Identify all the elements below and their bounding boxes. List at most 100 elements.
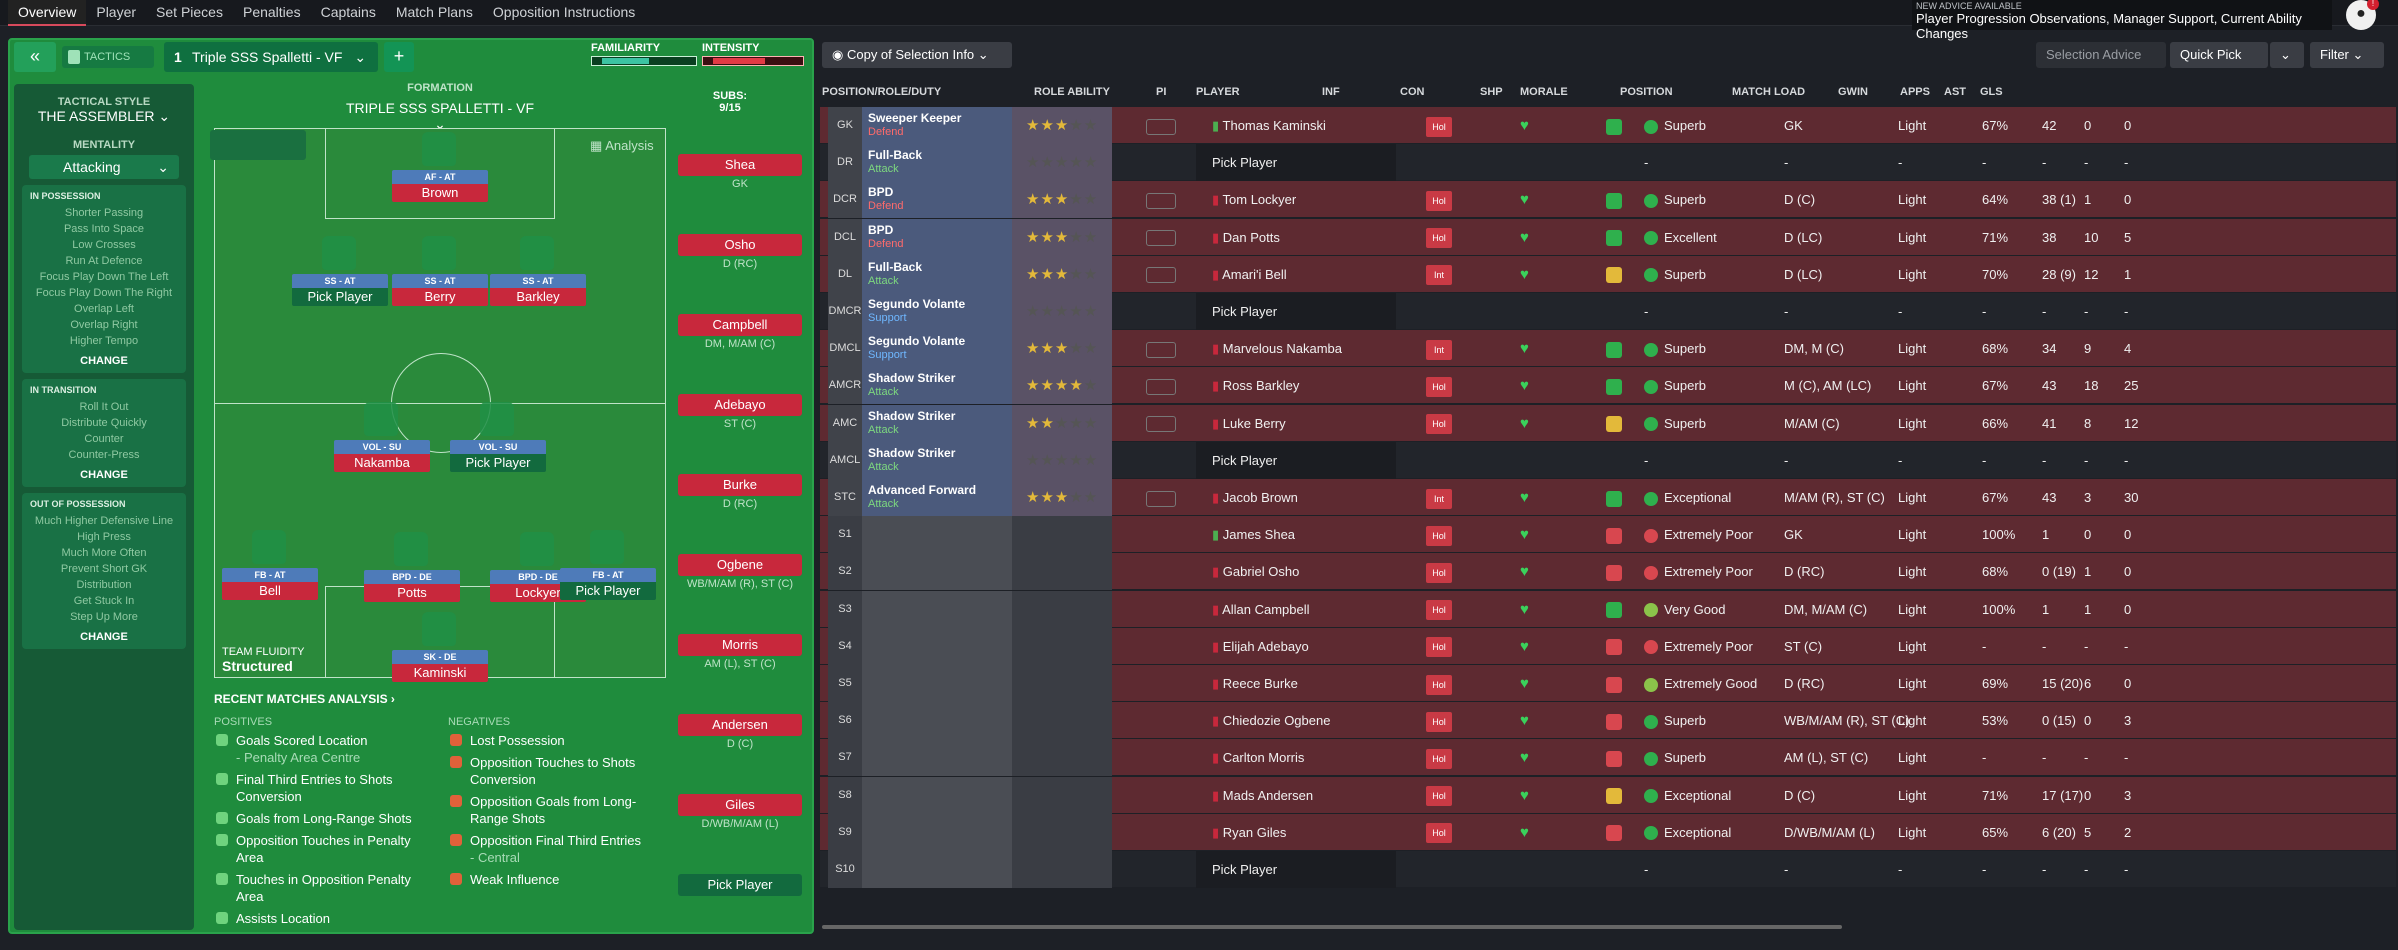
role-duty-selector[interactable]: Advanced Forward Attack bbox=[862, 479, 1012, 516]
sub-player[interactable]: Andersen D (C) bbox=[678, 714, 802, 750]
player-selector[interactable]: ▮ Gabriel Osho bbox=[1196, 553, 1396, 590]
table-row[interactable]: GK Sweeper Keeper Defend ★★★★★ ▮ Thomas Kami… bbox=[820, 107, 2396, 144]
role-duty-selector[interactable]: BPD Defend bbox=[862, 181, 1012, 219]
table-row[interactable]: STC Advanced Forward Attack ★★★★★ ▮ Jacob Br… bbox=[820, 479, 2396, 516]
pitch-view-toggle[interactable] bbox=[210, 130, 306, 160]
tab-player[interactable]: Player bbox=[96, 4, 137, 20]
sub-player[interactable]: Giles D/WB/M/AM (L) bbox=[678, 794, 802, 830]
role-duty-selector[interactable]: BPD Defend bbox=[862, 218, 1012, 256]
role-duty-selector[interactable]: Shadow Striker Attack bbox=[862, 441, 1012, 479]
tab-opposition-instructions[interactable]: Opposition Instructions bbox=[492, 4, 636, 20]
tactic-selector[interactable]: 1 Triple SSS Spalletti - VF ⌄ bbox=[164, 42, 378, 72]
table-row[interactable]: S2 ▮ Gabriel Osho Hol ♥ Extremely Poor D (RC)… bbox=[820, 553, 2396, 591]
pitch-player-slot[interactable]: SK - DE Kaminski bbox=[392, 650, 488, 684]
change-oop-button[interactable]: CHANGE bbox=[80, 631, 128, 643]
familiarity-meter[interactable]: FAMILIARITY bbox=[591, 42, 697, 66]
table-row[interactable]: DL Full-Back Attack ★★★★★ ▮ Amari'i Bell Int ♥… bbox=[820, 255, 2396, 293]
table-row[interactable]: DMCL Segundo Volante Support ★★★★★ ▮ Marvelo… bbox=[820, 330, 2396, 368]
player-selector[interactable]: ▮ Allan Campbell bbox=[1196, 591, 1396, 628]
player-selector[interactable]: ▮ Luke Berry bbox=[1196, 405, 1396, 442]
table-row[interactable]: DMCR Segundo Volante Support ★★★★★ Pick Play… bbox=[820, 293, 2396, 330]
table-row[interactable]: DCR BPD Defend ★★★★★ ▮ Tom Lockyer Hol ♥ Superb… bbox=[820, 181, 2396, 219]
pitch-player-slot[interactable]: FB - AT Bell bbox=[222, 568, 318, 602]
role-duty-selector[interactable]: Segundo Volante Support bbox=[862, 293, 1012, 330]
player-selector[interactable]: ▮ Chiedozie Ogbene bbox=[1196, 702, 1396, 739]
column-header[interactable]: CON bbox=[1400, 86, 1425, 98]
player-selector[interactable]: ▮ Thomas Kaminski bbox=[1196, 107, 1396, 144]
filter-button[interactable]: Filter ⌄ bbox=[2310, 42, 2384, 68]
pitch-player-slot[interactable]: AF - AT Brown bbox=[392, 170, 488, 204]
pitch-player-slot[interactable]: SS - AT Berry bbox=[392, 274, 488, 308]
column-header[interactable]: ROLE ABILITY bbox=[1034, 86, 1110, 98]
player-selector[interactable]: ▮ Amari'i Bell bbox=[1196, 256, 1396, 293]
role-duty-selector[interactable]: Full-Back Attack bbox=[862, 144, 1012, 182]
player-selector[interactable]: ▮ Ross Barkley bbox=[1196, 367, 1396, 404]
player-instructions-cell[interactable] bbox=[1146, 219, 1176, 256]
player-selector[interactable]: ▮ Mads Andersen bbox=[1196, 777, 1396, 814]
pitch-player-slot[interactable]: FB - AT Pick Player bbox=[560, 568, 656, 602]
column-header[interactable]: APPS bbox=[1900, 86, 1930, 98]
sub-player[interactable]: Shea GK bbox=[678, 154, 802, 190]
tab-captains[interactable]: Captains bbox=[320, 4, 376, 20]
tactics-button[interactable]: TACTICS bbox=[62, 46, 154, 68]
column-header[interactable]: POSITION bbox=[1620, 86, 1673, 98]
tab-match-plans[interactable]: Match Plans bbox=[395, 4, 473, 20]
table-row[interactable]: S5 ▮ Reece Burke Hol ♥ Extremely Good D (RC) L… bbox=[820, 665, 2396, 702]
manager-avatar[interactable]: ●! bbox=[2346, 0, 2379, 30]
column-header[interactable]: MATCH LOAD bbox=[1732, 86, 1806, 98]
table-row[interactable]: S3 ▮ Allan Campbell Hol ♥ Very Good DM, M/AM … bbox=[820, 590, 2396, 628]
player-selector[interactable]: ▮ Tom Lockyer bbox=[1196, 181, 1396, 218]
column-header[interactable]: AST bbox=[1944, 86, 1966, 98]
role-duty-selector[interactable]: Shadow Striker Attack bbox=[862, 404, 1012, 442]
player-instructions-cell[interactable] bbox=[1146, 330, 1176, 367]
player-selector[interactable]: Pick Player bbox=[1196, 851, 1396, 888]
sub-player[interactable]: Campbell DM, M/AM (C) bbox=[678, 314, 802, 350]
player-selector[interactable]: ▮ Carlton Morris bbox=[1196, 739, 1396, 776]
pitch-player-slot[interactable]: SS - AT Barkley bbox=[490, 274, 586, 308]
recent-matches-analysis-link[interactable]: RECENT MATCHES ANALYSIS › bbox=[214, 692, 395, 706]
player-selector[interactable]: ▮ Reece Burke bbox=[1196, 665, 1396, 702]
selection-advice-button[interactable]: Selection Advice bbox=[2036, 42, 2166, 68]
sub-player[interactable]: Adebayo ST (C) bbox=[678, 394, 802, 430]
table-row[interactable]: S10 Pick Player - - - - - - - bbox=[820, 851, 2396, 888]
column-header[interactable]: SHP bbox=[1480, 86, 1503, 98]
column-header[interactable]: INF bbox=[1322, 86, 1340, 98]
tab-penalties[interactable]: Penalties bbox=[242, 4, 301, 20]
player-selector[interactable]: ▮ Elijah Adebayo bbox=[1196, 628, 1396, 665]
intensity-meter[interactable]: INTENSITY bbox=[702, 42, 804, 66]
horizontal-scrollbar[interactable] bbox=[822, 925, 1842, 929]
column-header[interactable]: GWIN bbox=[1838, 86, 1868, 98]
player-selector[interactable]: Pick Player bbox=[1196, 293, 1396, 330]
player-selector[interactable]: ▮ Jacob Brown bbox=[1196, 479, 1396, 516]
role-duty-selector[interactable]: Shadow Striker Attack bbox=[862, 367, 1012, 405]
pitch-player-slot[interactable]: VOL - SU Pick Player bbox=[450, 440, 546, 474]
pitch-player-slot[interactable]: VOL - SU Nakamba bbox=[334, 440, 430, 474]
player-selector[interactable]: Pick Player bbox=[1196, 144, 1396, 182]
table-row[interactable]: S1 ▮ James Shea Hol ♥ Extremely Poor GK Light 1… bbox=[820, 516, 2396, 554]
column-header[interactable]: PLAYER bbox=[1196, 86, 1240, 98]
change-transition-button[interactable]: CHANGE bbox=[80, 469, 128, 481]
change-possession-button[interactable]: CHANGE bbox=[80, 355, 128, 367]
mentality-select[interactable]: Attacking ⌄ bbox=[29, 155, 179, 179]
pitch-player-slot[interactable]: SS - AT Pick Player bbox=[292, 274, 388, 308]
player-instructions-cell[interactable] bbox=[1146, 405, 1176, 442]
column-header[interactable]: GLS bbox=[1980, 86, 2003, 98]
table-row[interactable]: AMC Shadow Striker Attack ★★★★★ ▮ Luke Berry… bbox=[820, 404, 2396, 442]
sub-player[interactable]: Ogbene WB/M/AM (R), ST (C) bbox=[678, 554, 802, 590]
tab-set-pieces[interactable]: Set Pieces bbox=[156, 4, 223, 20]
role-duty-selector[interactable]: Sweeper Keeper Defend bbox=[862, 107, 1012, 144]
style-selector[interactable]: THE ASSEMBLER ⌄ bbox=[37, 108, 171, 124]
table-row[interactable]: DCL BPD Defend ★★★★★ ▮ Dan Potts Hol ♥ Excellen… bbox=[820, 218, 2396, 256]
table-row[interactable]: DR Full-Back Attack ★★★★★ Pick Player - - - - - - - bbox=[820, 144, 2396, 182]
column-header[interactable]: POSITION/ROLE/DUTY bbox=[822, 86, 942, 98]
column-header[interactable]: MORALE bbox=[1520, 86, 1568, 98]
quick-pick-button[interactable]: Quick Pick bbox=[2170, 42, 2268, 68]
player-selector[interactable]: ▮ Ryan Giles bbox=[1196, 814, 1396, 851]
player-selector[interactable]: ▮ Marvelous Nakamba bbox=[1196, 330, 1396, 367]
sub-player[interactable]: Morris AM (L), ST (C) bbox=[678, 634, 802, 670]
sub-player[interactable]: Pick Player bbox=[678, 874, 802, 898]
table-row[interactable]: S6 ▮ Chiedozie Ogbene Hol ♥ Superb WB/M/AM (R… bbox=[820, 702, 2396, 740]
player-instructions-cell[interactable] bbox=[1146, 256, 1176, 293]
player-selector[interactable]: ▮ James Shea bbox=[1196, 516, 1396, 553]
pitch-player-slot[interactable]: BPD - DE Potts bbox=[364, 570, 460, 604]
